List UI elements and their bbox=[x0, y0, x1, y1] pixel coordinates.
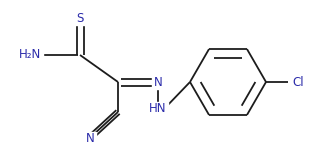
Text: N: N bbox=[154, 75, 162, 89]
Text: S: S bbox=[76, 11, 84, 24]
Bar bbox=[17, 49, 43, 62]
Bar bbox=[289, 75, 307, 89]
Text: HN: HN bbox=[149, 102, 167, 115]
Bar bbox=[73, 11, 87, 24]
Bar bbox=[152, 75, 164, 89]
Bar bbox=[148, 102, 168, 115]
Text: N: N bbox=[86, 131, 95, 144]
Text: H₂N: H₂N bbox=[19, 49, 41, 62]
Bar bbox=[84, 131, 96, 144]
Text: Cl: Cl bbox=[292, 75, 304, 89]
